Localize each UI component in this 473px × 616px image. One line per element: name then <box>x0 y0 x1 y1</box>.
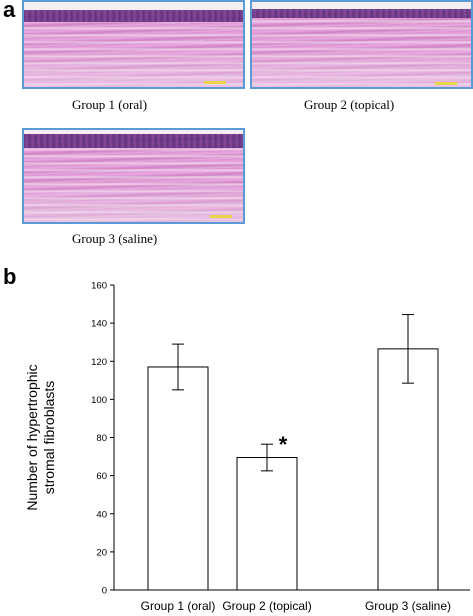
scale-bar <box>210 215 232 218</box>
scale-bar <box>204 81 226 84</box>
micrograph-group-3 <box>22 128 245 224</box>
panel-b-label: b <box>3 264 17 289</box>
micrograph-caption-group-1: Group 1 (oral) <box>72 97 148 112</box>
y-tick-label: 100 <box>91 395 107 406</box>
micrograph-caption-group-3: Group 3 (saline) <box>72 231 158 246</box>
y-tick-label: 60 <box>96 471 107 482</box>
y-tick-label: 140 <box>91 319 107 330</box>
y-tick-label: 20 <box>96 547 107 558</box>
bar <box>147 366 209 591</box>
y-tick-label: 80 <box>96 433 107 444</box>
panel-a-label: a <box>3 0 16 22</box>
x-tick-label: Group 2 (topical) <box>222 599 311 613</box>
scale-bar <box>435 82 457 85</box>
significance-marker: * <box>279 432 288 457</box>
x-tick-label: Group 3 (saline) <box>365 599 451 613</box>
y-tick-label: 0 <box>102 586 107 597</box>
y-tick-label: 120 <box>91 357 107 368</box>
x-tick-label: Group 1 (oral) <box>141 599 216 613</box>
micrograph-group-1 <box>22 0 245 89</box>
y-axis-title: Number of hypertrophicstromal fibroblast… <box>24 364 57 510</box>
micrograph-caption-group-2: Group 2 (topical) <box>304 97 395 112</box>
y-tick-label: 40 <box>96 509 107 520</box>
micrograph-group-2 <box>250 0 473 89</box>
y-tick-label: 160 <box>91 281 107 292</box>
bar <box>377 348 439 591</box>
bar <box>236 457 298 591</box>
